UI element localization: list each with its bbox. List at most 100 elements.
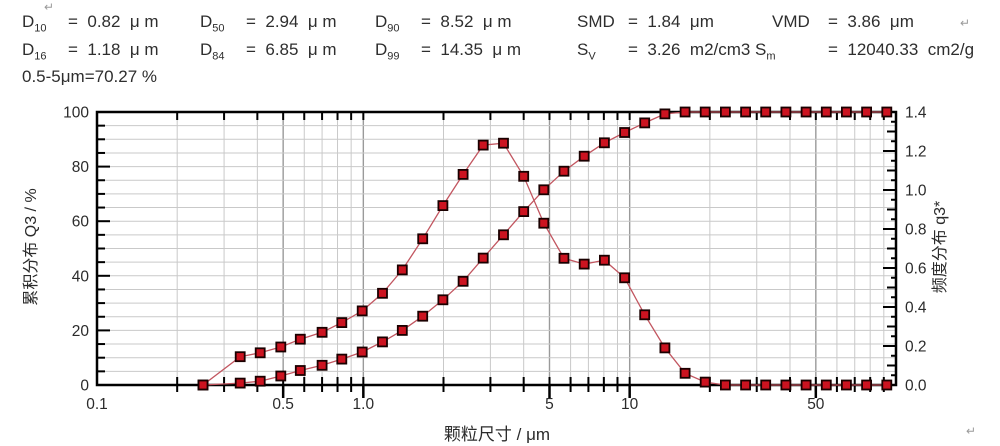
stat-d50: D50 = 2.94 μ m [200, 12, 337, 35]
data-point-marker [881, 379, 893, 391]
data-point-marker [780, 379, 792, 391]
data-point-marker [477, 252, 489, 264]
data-point-marker [841, 379, 852, 391]
data-point-marker [254, 347, 266, 359]
data-point-marker [197, 379, 209, 391]
data-point-marker [841, 106, 852, 118]
data-point-marker [234, 377, 246, 389]
right-y-tick-label: 0.4 [905, 300, 927, 317]
data-point-marker [538, 217, 550, 229]
right-y-tick-label: 1.0 [905, 183, 927, 200]
right-axis-title: 频度分布 q3* [932, 200, 949, 294]
data-point-marker [679, 367, 691, 379]
data-point-marker [437, 200, 449, 211]
frequency-curve [202, 142, 887, 386]
data-point-marker [377, 287, 388, 299]
x-axis-title: 颗粒尺寸 / μm [443, 425, 551, 444]
grid [97, 112, 896, 385]
data-point-marker [740, 379, 751, 391]
data-point-marker [800, 106, 812, 118]
stat-d90: D90 = 8.52 μ m [375, 12, 512, 35]
data-point-marker [417, 233, 429, 245]
frequency-markers [197, 137, 893, 391]
data-point-marker [659, 342, 671, 354]
data-point-marker [234, 351, 246, 363]
psd-chart: 0.1 0.5 1.0 5 10 50 0 20 40 60 80 100 0.0 0.2 0.4 0.6 0.… [0, 95, 1000, 446]
x-tick-label: 1.0 [353, 396, 375, 413]
right-y-tick-label: 0.2 [905, 339, 927, 356]
cumulative-curve [202, 111, 887, 386]
data-point-marker [820, 379, 832, 391]
data-point-marker [599, 254, 610, 266]
right-y-tick-label: 0.8 [905, 222, 927, 239]
data-point-marker [477, 139, 489, 151]
data-point-marker [740, 106, 751, 118]
data-point-marker [578, 258, 590, 270]
data-point-marker [861, 106, 872, 118]
data-point-marker [679, 106, 691, 118]
left-axis-title: 累积分布 Q3 / % [23, 188, 40, 306]
x-tick-label: 5 [545, 396, 554, 413]
data-point-marker [780, 106, 792, 118]
stat-sm: Sm = 12040.33 cm2/g [755, 40, 975, 63]
x-tick-label: 0.5 [272, 396, 294, 413]
stat-d99: D99 = 14.35 μ m [375, 40, 522, 63]
right-y-tick-label: 1.4 [905, 105, 927, 122]
data-point-marker [377, 336, 388, 348]
stat-d10: D10 = 0.82 μ m [22, 12, 159, 35]
left-y-tick-label: 100 [63, 105, 89, 122]
data-point-marker [316, 359, 328, 371]
fraction-range-stat: 0.5-5μm=70.27 % [22, 67, 158, 86]
data-point-marker [861, 379, 872, 391]
data-point-marker [659, 108, 671, 120]
return-mark-icon: ↵ [44, 0, 55, 14]
data-point-marker [760, 106, 772, 118]
cumulative-markers [197, 106, 893, 391]
left-y-tick-label: 20 [72, 323, 90, 340]
data-point-marker [558, 252, 570, 264]
data-point-marker [498, 229, 509, 241]
data-point-marker [639, 117, 651, 129]
data-point-marker [699, 376, 711, 388]
data-point-marker [356, 305, 368, 317]
data-point-marker [316, 326, 328, 338]
stat-vmd: VMD = 3.86 μm [772, 12, 914, 31]
right-y-tick-label: 0.0 [905, 378, 927, 395]
data-point-marker [336, 353, 348, 365]
data-point-marker [538, 184, 550, 196]
data-point-marker [437, 294, 449, 306]
data-point-marker [578, 150, 590, 162]
data-point-marker [457, 169, 469, 180]
axis-ticks [97, 112, 896, 398]
data-point-marker [457, 275, 469, 287]
data-point-marker [518, 206, 530, 217]
axis-tick-labels: 0.1 0.5 1.0 5 10 50 0 20 40 60 80 100 0.0 0.2 0.4 0.6 0.… [63, 105, 927, 414]
left-y-tick-label: 0 [80, 378, 89, 395]
data-point-marker [720, 106, 731, 118]
x-tick-label: 0.1 [86, 396, 108, 413]
data-point-marker [820, 106, 832, 118]
data-point-marker [800, 379, 812, 391]
data-point-marker [498, 137, 509, 149]
return-mark-icon: ↵ [966, 424, 977, 438]
right-y-tick-label: 0.6 [905, 261, 927, 278]
data-point-marker [396, 264, 408, 276]
stat-d84: D84 = 6.85 μ m [200, 40, 337, 63]
left-y-tick-label: 60 [72, 214, 90, 231]
data-point-marker [720, 379, 731, 391]
data-point-marker [417, 310, 429, 322]
plot-border [95, 110, 898, 387]
data-point-marker [518, 170, 530, 182]
data-point-marker [396, 324, 408, 336]
data-point-marker [294, 333, 306, 345]
data-point-marker [275, 341, 287, 353]
data-point-marker [619, 272, 630, 284]
left-y-tick-label: 80 [72, 159, 90, 176]
data-point-marker [599, 137, 610, 149]
stat-sv: SV = 3.26 m2/cm3 [577, 40, 751, 63]
data-point-marker [254, 375, 266, 387]
data-point-marker [294, 365, 306, 376]
x-tick-label: 50 [807, 396, 825, 413]
data-point-marker [558, 165, 570, 177]
